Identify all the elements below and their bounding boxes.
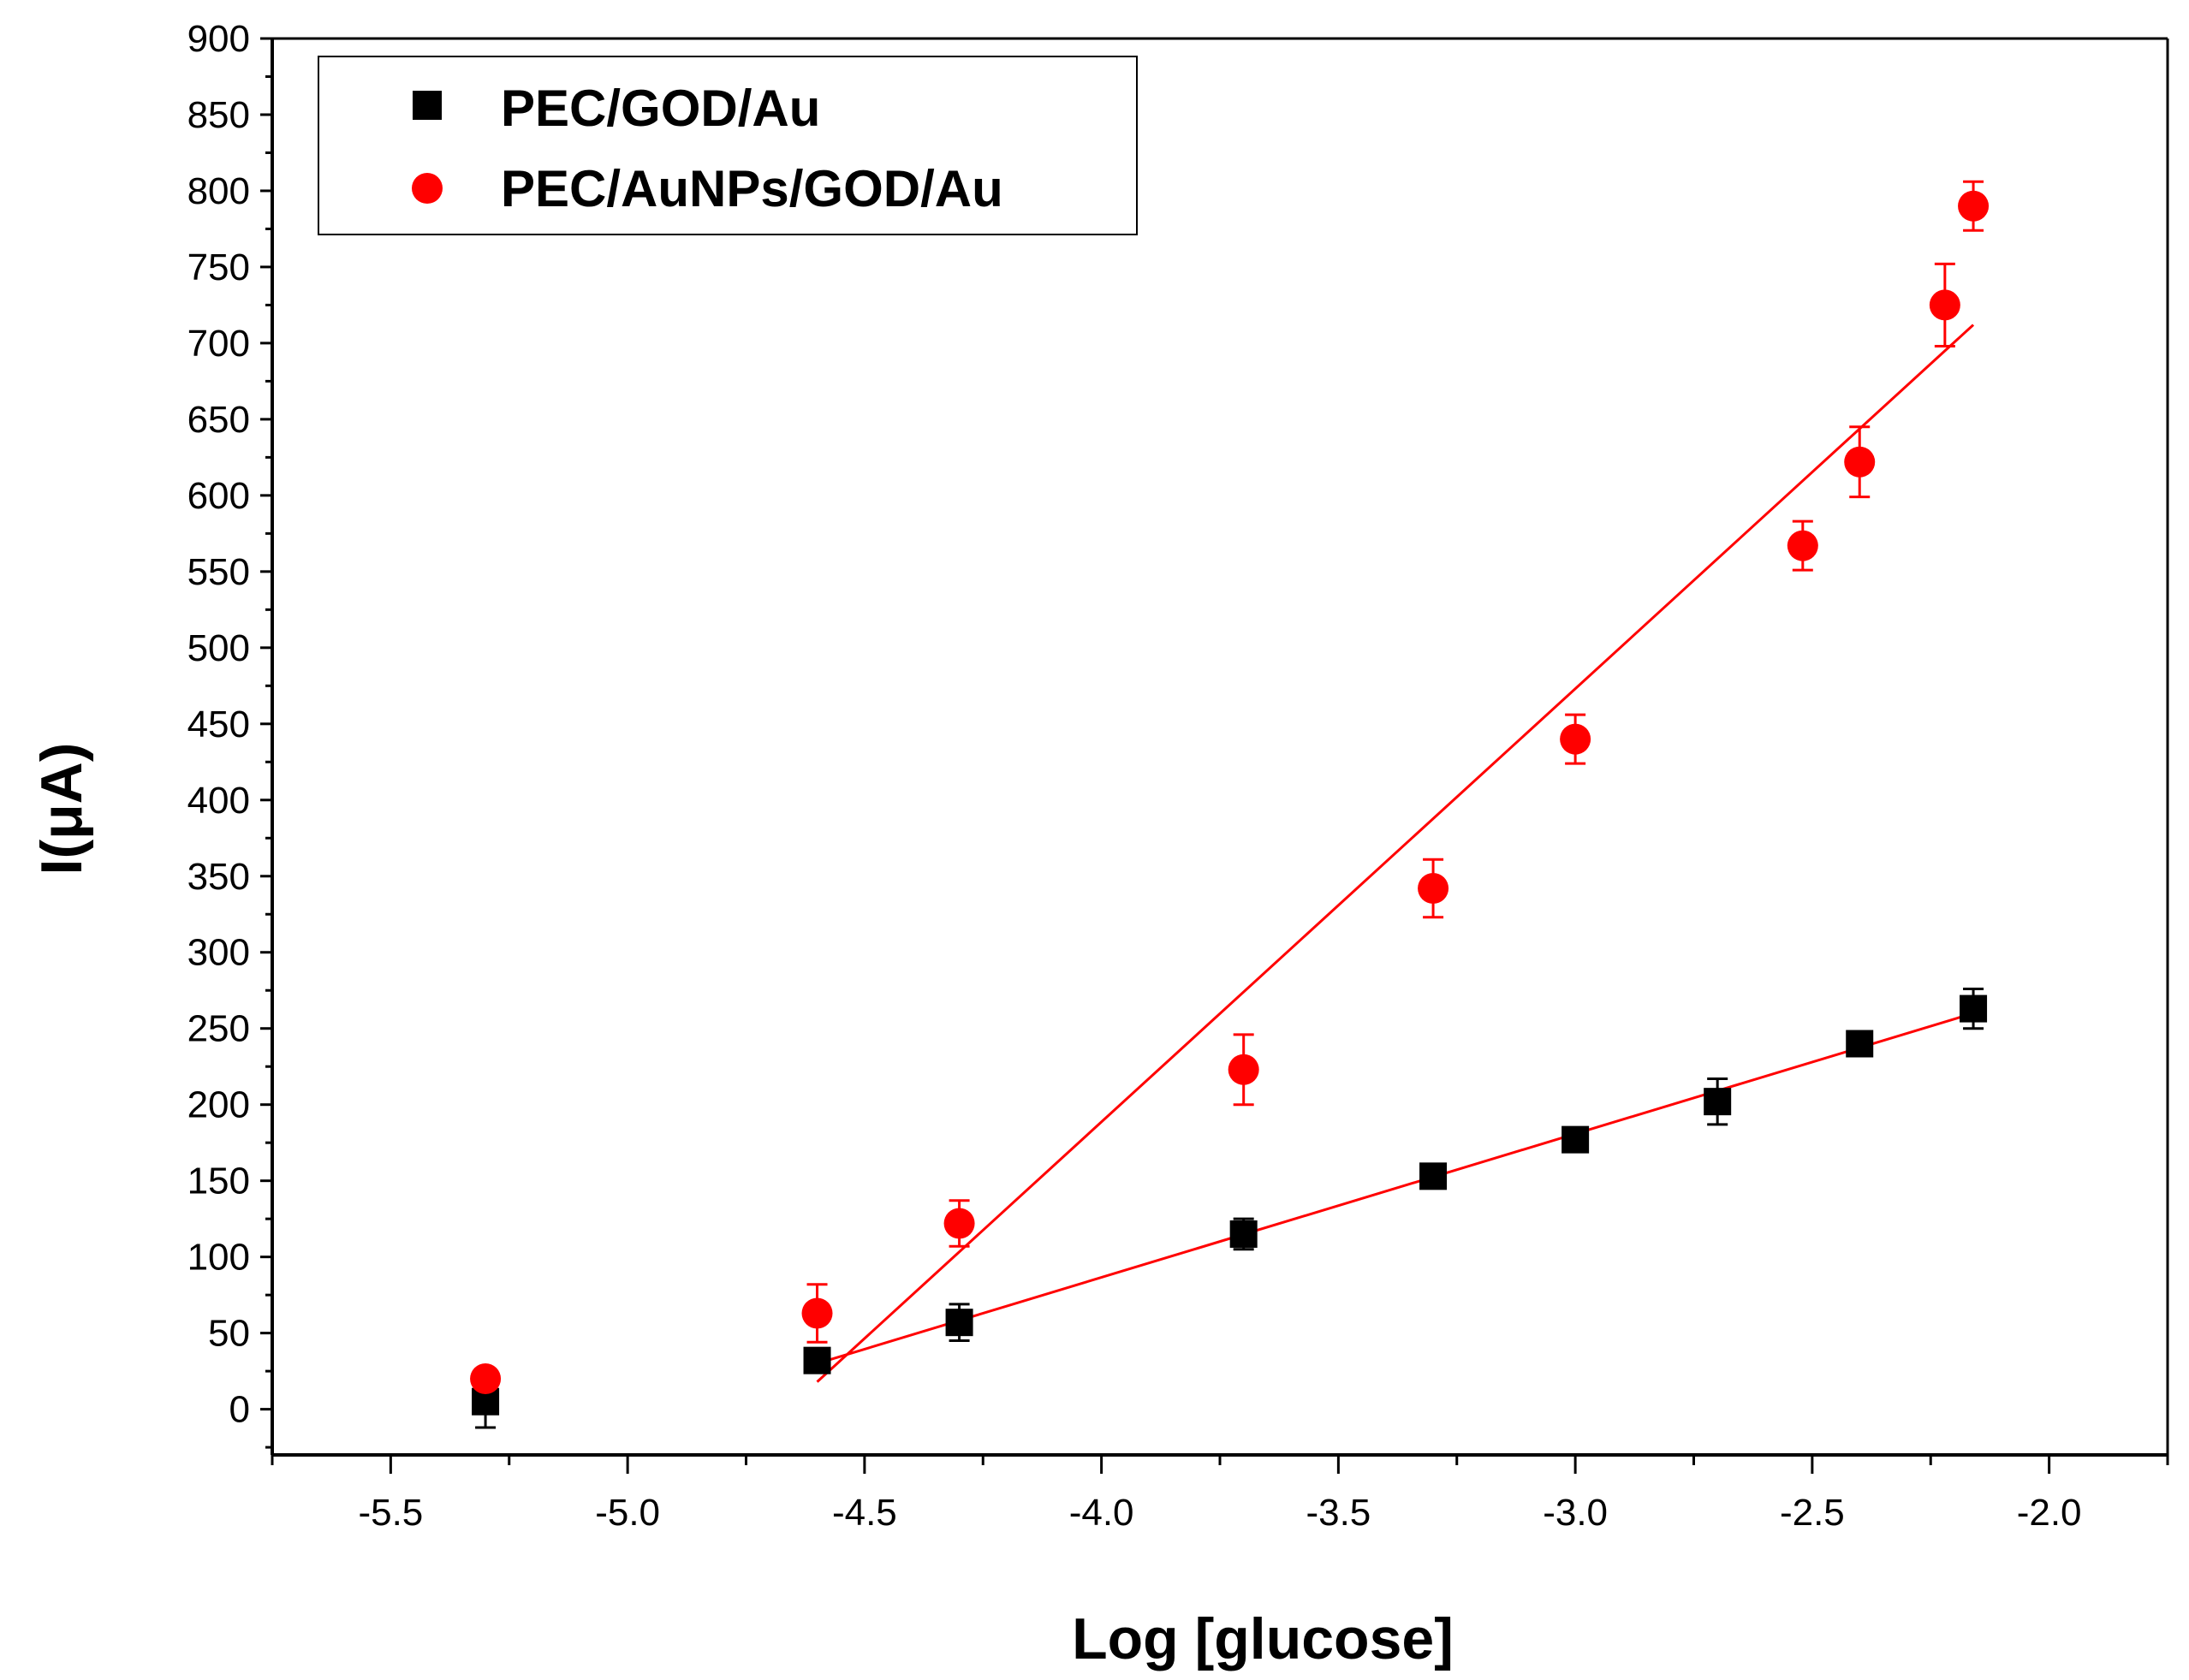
data-point-square — [1419, 1162, 1448, 1190]
x-axis-title: Log [glucose] — [1072, 1606, 1454, 1671]
y-tick-label: 150 — [187, 1161, 250, 1202]
y-tick-label: 300 — [187, 932, 250, 974]
y-tick-label: 450 — [187, 703, 250, 745]
data-point-square — [803, 1346, 831, 1374]
data-point-circle — [1929, 289, 1960, 321]
error-bars — [475, 180, 1984, 1429]
x-tick-label: -5.5 — [358, 1492, 423, 1534]
y-tick-label: 0 — [229, 1389, 250, 1431]
y-tick-label: 400 — [187, 780, 250, 822]
legend-label-series-2: PEC/AuNPs/GOD/Au — [501, 160, 1003, 217]
data-point-circle — [801, 1297, 833, 1329]
data-point-circle — [1844, 446, 1876, 478]
data-point-square — [1704, 1088, 1732, 1116]
y-tick-label: 250 — [187, 1008, 250, 1050]
data-point-square — [1846, 1030, 1874, 1058]
data-point-square — [945, 1309, 973, 1337]
data-point-circle — [470, 1363, 502, 1395]
data-point-circle — [1958, 190, 1990, 222]
y-axis-title: I(μA) — [29, 743, 94, 876]
fit-line-series-1 — [817, 1012, 1974, 1365]
y-tick-label: 700 — [187, 323, 250, 365]
y-tick-label: 900 — [187, 18, 250, 60]
y-tick-label: 650 — [187, 399, 250, 441]
y-tick-label: 350 — [187, 856, 250, 898]
x-tick-label: -3.0 — [1543, 1492, 1608, 1534]
data-point-square — [1561, 1125, 1590, 1154]
legend: PEC/GOD/Au PEC/AuNPs/GOD/Au — [318, 56, 1138, 235]
data-point-square — [1960, 994, 1988, 1023]
data-point-circle — [1228, 1054, 1259, 1085]
data-point-circle — [943, 1208, 975, 1239]
legend-label-series-1: PEC/GOD/Au — [501, 80, 820, 137]
legend-circle-marker — [412, 173, 443, 204]
y-tick-label: 200 — [187, 1084, 250, 1126]
y-tick-label: 550 — [187, 551, 250, 593]
y-tick-label: 850 — [187, 94, 250, 136]
x-tick-label: -3.5 — [1306, 1492, 1371, 1534]
x-tick-label: -4.0 — [1069, 1492, 1134, 1534]
y-tick-label: 750 — [187, 246, 250, 288]
data-points — [470, 190, 1990, 1416]
y-tick-label: 50 — [208, 1313, 250, 1355]
x-tick-label: -2.0 — [2017, 1492, 2082, 1534]
y-tick-label: 100 — [187, 1237, 250, 1279]
data-point-circle — [1560, 723, 1591, 755]
fit-lines — [816, 324, 1975, 1383]
axes: 0 50 100 150 200 250 300 350 400 450 500 550 600 650 7… — [187, 18, 2169, 1534]
legend-square-marker — [413, 91, 442, 120]
data-point-square — [1229, 1220, 1258, 1248]
x-tick-label: -5.0 — [595, 1492, 660, 1534]
x-tick-label: -2.5 — [1780, 1492, 1845, 1534]
fit-line-series-2 — [816, 324, 1975, 1383]
data-point-circle — [1787, 530, 1818, 561]
x-tick-label: -4.5 — [832, 1492, 897, 1534]
legend-box — [318, 56, 1138, 235]
y-tick-label: 500 — [187, 627, 250, 669]
y-tick-label: 600 — [187, 475, 250, 517]
data-point-circle — [1418, 873, 1449, 904]
y-tick-label: 800 — [187, 170, 250, 212]
